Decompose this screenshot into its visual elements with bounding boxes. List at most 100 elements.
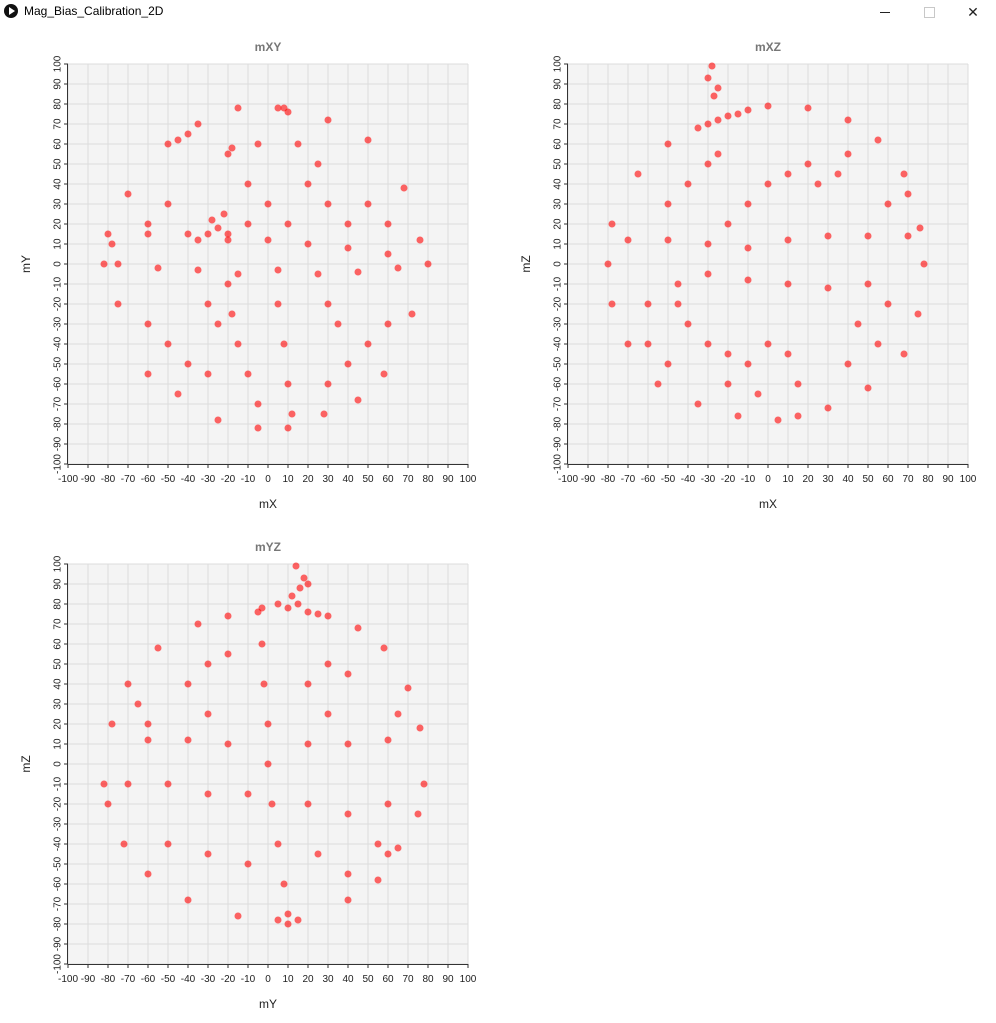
maximize-button[interactable] xyxy=(906,0,952,24)
x-tick-label: -30 xyxy=(201,974,216,985)
data-point xyxy=(164,340,172,348)
data-point xyxy=(704,120,712,128)
y-tick-label: 70 xyxy=(553,118,564,130)
data-point xyxy=(624,340,632,348)
data-point xyxy=(184,736,192,744)
data-point xyxy=(164,140,172,148)
data-point xyxy=(228,144,236,152)
y-tick-label: -80 xyxy=(553,416,564,431)
data-point xyxy=(774,416,782,424)
x-tick-label: 90 xyxy=(442,974,454,985)
x-tick-label: -60 xyxy=(641,474,656,485)
data-point xyxy=(344,220,352,228)
y-tick-label: -40 xyxy=(53,336,64,351)
y-tick-label: -60 xyxy=(53,376,64,391)
data-point xyxy=(694,124,702,132)
y-tick-label: 80 xyxy=(53,98,64,110)
close-button[interactable]: ✕ xyxy=(950,0,996,24)
x-tick-label: 0 xyxy=(265,974,271,985)
data-point xyxy=(644,300,652,308)
data-point xyxy=(224,280,232,288)
data-point xyxy=(704,74,712,82)
x-tick-label: 20 xyxy=(302,974,314,985)
data-point xyxy=(920,260,928,268)
data-point xyxy=(794,380,802,388)
grid xyxy=(567,63,969,465)
data-point xyxy=(100,780,108,788)
data-point xyxy=(120,840,128,848)
y-tick-label: -10 xyxy=(53,776,64,791)
data-point xyxy=(664,140,672,148)
data-point xyxy=(324,116,332,124)
data-point xyxy=(394,264,402,272)
data-point xyxy=(244,790,252,798)
x-tick-label: 30 xyxy=(822,474,834,485)
data-point xyxy=(744,106,752,114)
data-points xyxy=(100,104,432,432)
data-point xyxy=(864,280,872,288)
x-tick-label: -40 xyxy=(181,974,196,985)
x-tick-label: 50 xyxy=(362,474,374,485)
data-point xyxy=(374,876,382,884)
y-tick-label: -90 xyxy=(553,436,564,451)
data-point xyxy=(324,660,332,668)
data-point xyxy=(684,180,692,188)
data-point xyxy=(104,800,112,808)
data-point xyxy=(364,136,372,144)
y-tick-label: -60 xyxy=(53,876,64,891)
x-tick-label: -100 xyxy=(58,974,78,985)
data-point xyxy=(384,250,392,258)
y-tick-label: -100 xyxy=(553,454,564,474)
x-tick-label: 80 xyxy=(422,974,434,985)
data-point xyxy=(144,220,152,228)
data-point xyxy=(724,112,732,120)
data-point xyxy=(354,268,362,276)
data-point xyxy=(384,220,392,228)
data-point xyxy=(608,220,616,228)
data-point xyxy=(344,740,352,748)
data-point xyxy=(714,150,722,158)
data-point xyxy=(264,236,272,244)
x-tick-label: 60 xyxy=(882,474,894,485)
data-points xyxy=(100,562,428,928)
data-point xyxy=(414,810,422,818)
y-tick-label: -70 xyxy=(53,396,64,411)
data-point xyxy=(704,160,712,168)
data-point xyxy=(294,916,302,924)
x-tick-label: -70 xyxy=(121,474,136,485)
data-point xyxy=(314,610,322,618)
y-tick-label: -50 xyxy=(53,856,64,871)
y-tick-label: 10 xyxy=(553,238,564,250)
data-point xyxy=(354,396,362,404)
data-point xyxy=(724,380,732,388)
data-point xyxy=(704,340,712,348)
data-point xyxy=(284,108,292,116)
data-points xyxy=(604,62,928,424)
data-point xyxy=(744,360,752,368)
y-tick-label: -40 xyxy=(553,336,564,351)
data-point xyxy=(416,724,424,732)
x-tick-label: 40 xyxy=(342,974,354,985)
x-tick-label: 70 xyxy=(402,474,414,485)
data-point xyxy=(244,860,252,868)
data-point xyxy=(900,350,908,358)
data-point xyxy=(194,236,202,244)
data-point xyxy=(144,370,152,378)
chart-mxy: mXY-100 -90 -80 -70 -60 -50 -40 -30 -20 -10 0 10 20 3… xyxy=(19,40,477,511)
data-point xyxy=(184,230,192,238)
minimize-button[interactable] xyxy=(862,0,908,24)
data-point xyxy=(284,920,292,928)
data-point xyxy=(108,240,116,248)
x-tick-label: -60 xyxy=(141,974,156,985)
x-tick-label: -10 xyxy=(241,474,256,485)
y-tick-label: 0 xyxy=(53,761,64,767)
data-point xyxy=(124,190,132,198)
data-point xyxy=(144,720,152,728)
y-tick-label: -90 xyxy=(53,436,64,451)
x-tick-label: 80 xyxy=(422,474,434,485)
y-tick-label: 40 xyxy=(553,178,564,190)
data-point xyxy=(634,170,642,178)
data-point xyxy=(174,390,182,398)
x-tick-label: 70 xyxy=(902,474,914,485)
y-tick-label: 100 xyxy=(53,55,64,72)
